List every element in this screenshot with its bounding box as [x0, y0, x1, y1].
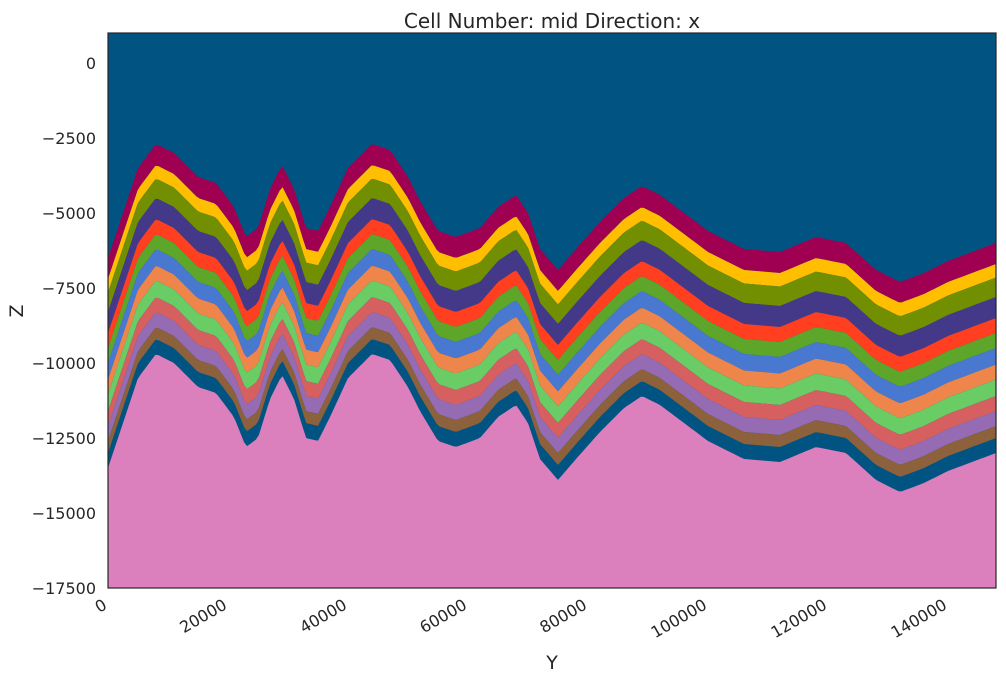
- stratigraphic-layer-8: [108, 266, 996, 419]
- x-tick-label: 120000: [768, 595, 830, 642]
- stratigraphic-layer-3: [108, 179, 996, 336]
- y-axis-ticks: 0 −2500 −5000 −7500 −10000 −12500 −15000 −17500: [32, 54, 96, 598]
- x-tick-label: 20000: [176, 595, 230, 637]
- stratigraphic-layer-4: [108, 198, 996, 357]
- x-tick-label: 40000: [296, 595, 350, 637]
- y-tick-label: −15000: [32, 504, 96, 523]
- plot-area: [108, 33, 996, 588]
- stratigraphic-layer-6: [108, 234, 996, 387]
- y-tick-label: −5000: [42, 204, 96, 223]
- stratigraphic-layer-5: [108, 219, 996, 372]
- x-tick-label: 60000: [416, 595, 470, 637]
- y-tick-label: −2500: [42, 129, 96, 148]
- stratigraphic-layer-10: [108, 297, 996, 450]
- stratigraphic-layer-1: [108, 144, 996, 303]
- plot-frame: [107, 32, 997, 589]
- chart-title: Cell Number: mid Direction: x: [404, 9, 700, 33]
- y-axis-label: Z: [6, 304, 28, 317]
- x-axis-ticks: 0 20000 40000 60000 80000 100000 120000 140000: [92, 595, 950, 642]
- y-tick-label: −10000: [32, 354, 96, 373]
- x-tick-label: 140000: [888, 595, 950, 642]
- y-tick-label: −12500: [32, 429, 96, 448]
- stratigraphic-layer-12: [108, 327, 996, 477]
- y-tick-label: −17500: [32, 579, 96, 598]
- x-tick-label: 100000: [648, 595, 710, 642]
- stratigraphic-layer-9: [108, 281, 996, 435]
- stratigraphic-layer-2: [108, 165, 996, 317]
- y-tick-label: −7500: [42, 279, 96, 298]
- y-tick-label: 0: [86, 54, 96, 73]
- x-axis-label: Y: [545, 652, 558, 674]
- basement-layer: [108, 354, 996, 588]
- stratigraphic-layer-7: [108, 249, 996, 404]
- stratigraphic-layer-11: [108, 312, 996, 465]
- x-tick-label: 0: [92, 595, 110, 617]
- x-tick-label: 80000: [536, 595, 590, 637]
